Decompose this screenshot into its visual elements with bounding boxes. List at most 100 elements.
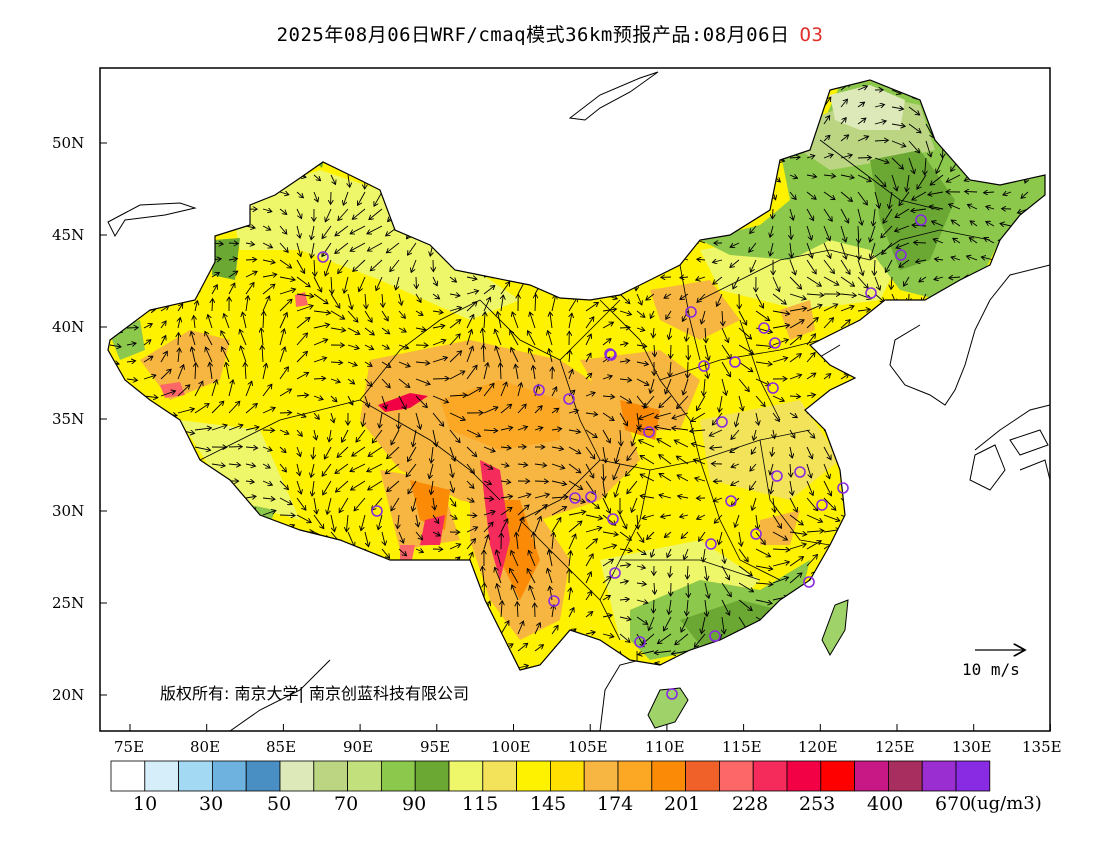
- wind-arrow: [789, 175, 798, 178]
- wind-arrow: [772, 358, 788, 363]
- wind-arrow: [751, 446, 757, 454]
- wind-arrow: [177, 385, 190, 397]
- wind-arrow: [891, 140, 906, 147]
- wind-arrow: [143, 324, 152, 329]
- wind-arrow: [347, 378, 355, 384]
- wind-arrow: [659, 495, 672, 498]
- wind-arrow: [245, 283, 254, 295]
- wind-arrow: [883, 208, 893, 223]
- wind-arrow: [772, 325, 790, 328]
- wind-arrow: [228, 243, 238, 244]
- wind-arrow: [657, 439, 672, 448]
- wind-arrow: [483, 383, 494, 397]
- wind-arrow: [823, 225, 830, 241]
- wind-arrow: [500, 404, 512, 414]
- wind-arrow: [313, 293, 328, 304]
- colorbar-swatch: [583, 760, 619, 792]
- wind-arrow: [449, 371, 465, 380]
- wind-arrow: [314, 259, 315, 276]
- wind-arrow: [755, 293, 763, 308]
- wind-arrow: [929, 206, 944, 209]
- wind-arrow: [195, 301, 198, 312]
- wind-arrow: [347, 293, 352, 309]
- wind-arrow: [517, 464, 528, 465]
- wind-arrow: [568, 497, 585, 502]
- wind-arrow: [840, 191, 852, 202]
- wind-arrow: [195, 363, 196, 380]
- lon-label-130E: 130E: [952, 738, 992, 756]
- wind-arrow: [245, 381, 252, 397]
- wind-arrow: [296, 333, 308, 346]
- wind-arrow: [143, 396, 158, 398]
- wind-arrow: [823, 304, 838, 312]
- wind-arrow: [408, 242, 417, 255]
- wind-arrow: [569, 370, 573, 380]
- wind-arrow: [483, 297, 490, 312]
- wind-arrow: [379, 412, 382, 428]
- wind-arrow: [806, 242, 812, 258]
- wind-arrow: [585, 497, 599, 509]
- wind-arrow: [840, 276, 855, 286]
- wind-arrow: [331, 276, 332, 294]
- wind-arrow: [364, 378, 372, 386]
- wind-arrow: [296, 259, 305, 273]
- wind-arrow: [731, 464, 740, 467]
- wind-arrow: [1017, 208, 1029, 213]
- wind-arrow: [548, 331, 553, 346]
- wind-arrow: [330, 293, 340, 308]
- wind-arrow: [682, 310, 689, 321]
- wind-arrow: [917, 174, 927, 189]
- colorbar-swatch: [414, 760, 450, 792]
- wind-arrow: [823, 135, 830, 142]
- wind-arrow: [858, 242, 859, 260]
- wind-arrow: [466, 346, 473, 363]
- wind-arrow: [568, 480, 583, 489]
- wind-arrow: [160, 306, 169, 312]
- wind-arrow: [619, 343, 628, 345]
- wind-arrow: [296, 480, 301, 494]
- wind-arrow: [381, 395, 386, 409]
- wind-arrow: [857, 118, 866, 125]
- wind-arrow: [696, 277, 706, 280]
- wind-arrow: [823, 97, 831, 108]
- colorbar-label-10: 10: [133, 793, 158, 815]
- wind-arrow: [495, 329, 502, 346]
- lon-label-135E: 135E: [1022, 738, 1062, 756]
- wind-arrow: [772, 412, 779, 421]
- wind-arrow: [755, 395, 765, 407]
- wind-arrow: [517, 427, 528, 431]
- wind-arrow: [296, 191, 303, 198]
- wind-arrow: [919, 276, 927, 282]
- wind-arrow: [381, 361, 391, 367]
- wind-arrow: [205, 347, 213, 363]
- lon-label-120E: 120E: [798, 738, 838, 756]
- wind-arrow: [342, 429, 349, 442]
- wind-arrow: [823, 116, 830, 125]
- wind-arrow: [857, 309, 870, 311]
- wind-arrow: [857, 208, 862, 225]
- wind-arrow: [672, 428, 689, 430]
- wind-arrow: [873, 208, 875, 226]
- wind-arrow: [449, 395, 467, 396]
- wind-arrow: [466, 498, 474, 502]
- wind-arrow: [390, 259, 400, 272]
- wind-arrow: [773, 497, 775, 512]
- wind-arrow: [870, 225, 876, 242]
- wind-arrow: [697, 259, 706, 260]
- wind-arrow: [313, 339, 328, 346]
- wind-arrow: [352, 208, 366, 219]
- wind-arrow: [789, 320, 804, 329]
- wind-arrow: [337, 446, 349, 457]
- wind-arrow: [632, 429, 638, 446]
- wind-arrow: [262, 510, 276, 516]
- wind-arrow: [297, 463, 300, 476]
- wind-arrow: [569, 350, 570, 363]
- wind-arrow: [602, 339, 611, 346]
- wind-arrow: [109, 345, 121, 347]
- wind-arrow: [335, 225, 349, 236]
- wind-arrow: [432, 357, 447, 363]
- wind-arrow: [431, 446, 433, 463]
- wind-arrow: [466, 315, 474, 329]
- wind-arrow: [585, 463, 594, 478]
- wind-arrow: [279, 289, 296, 295]
